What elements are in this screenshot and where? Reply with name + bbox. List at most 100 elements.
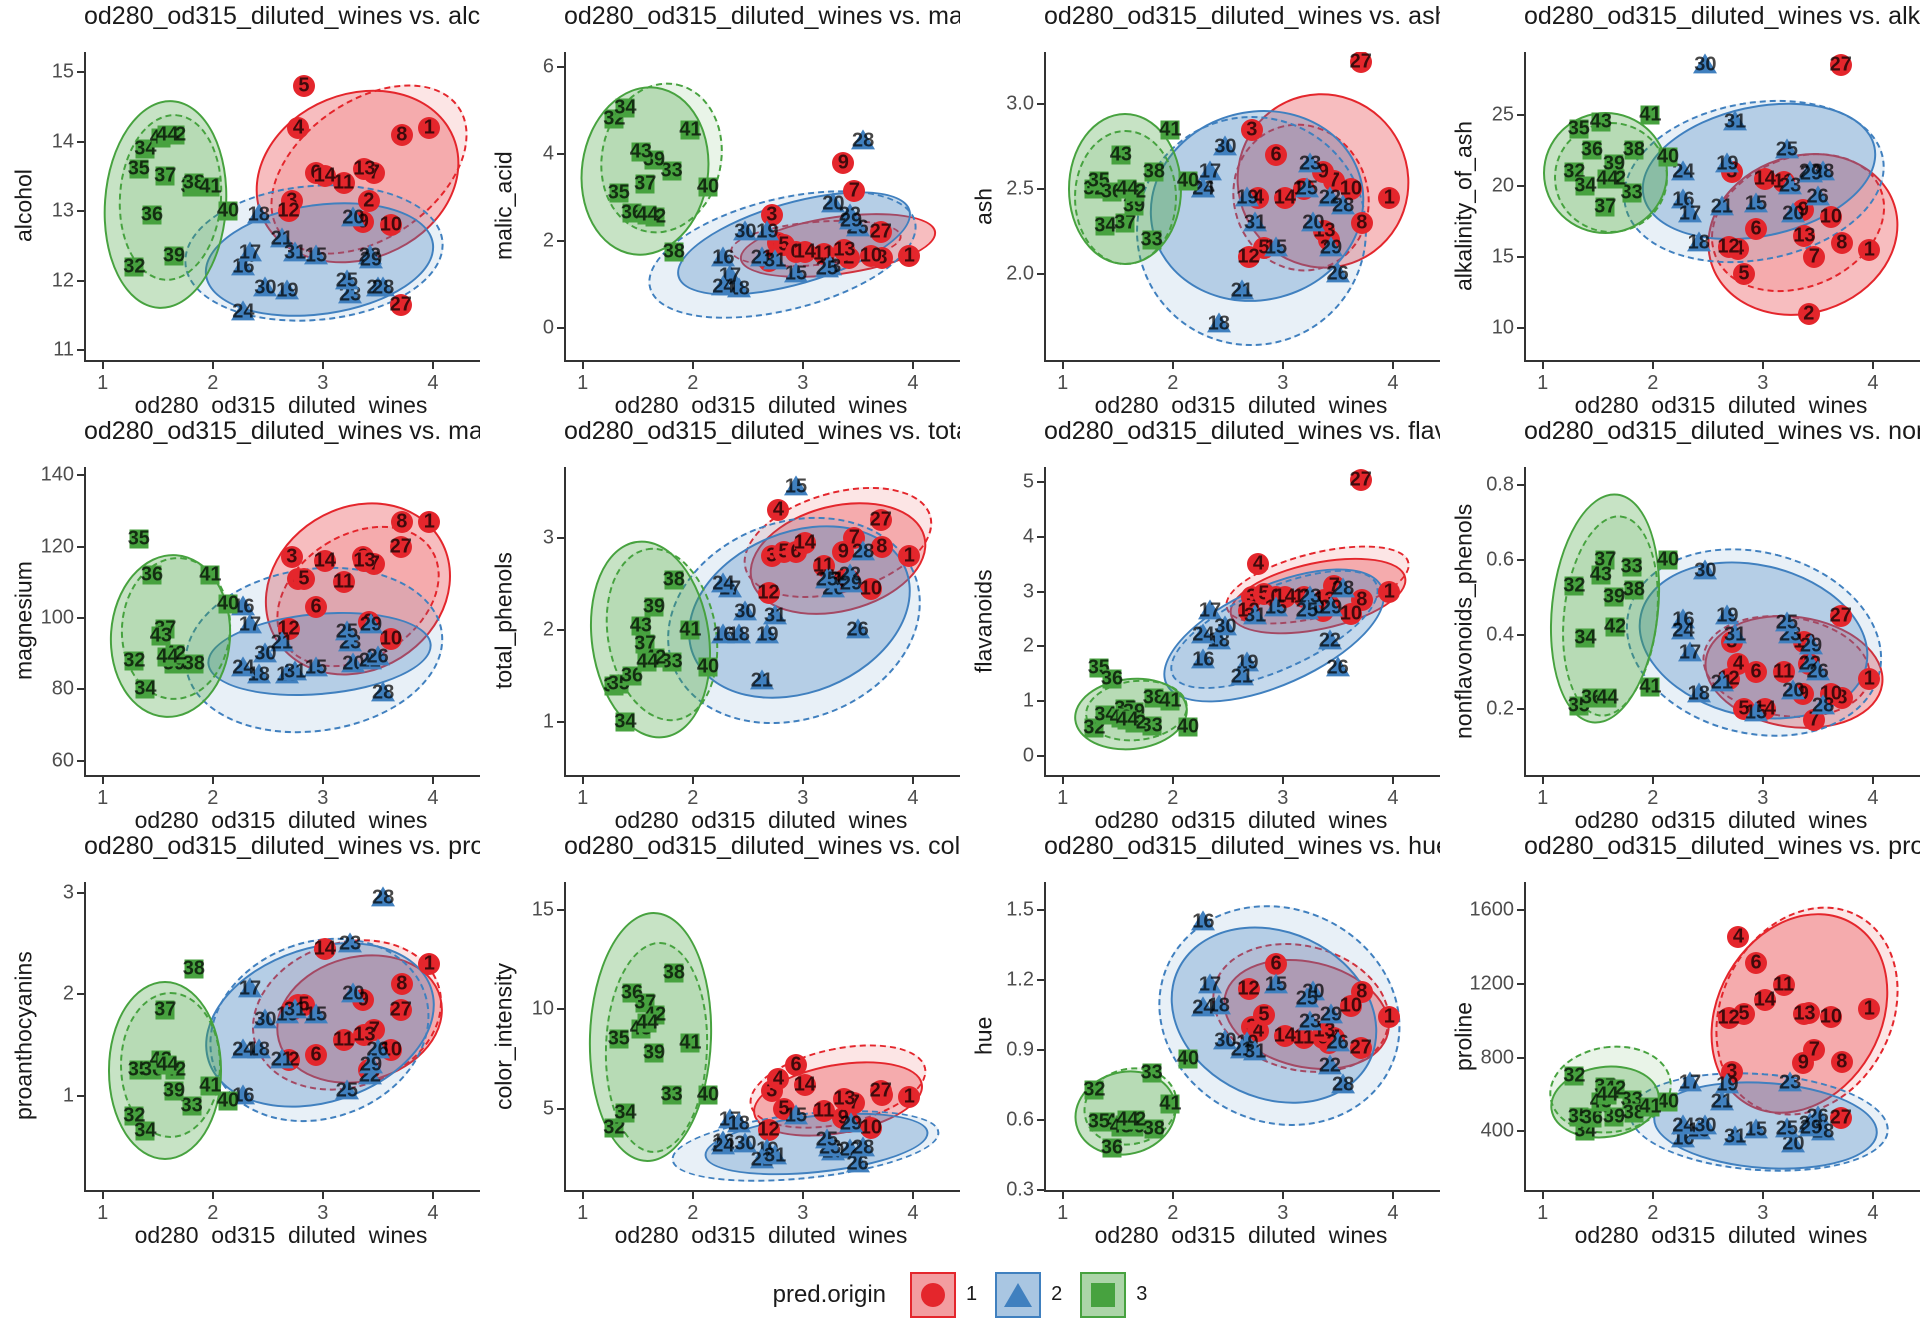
point-label: 14 — [313, 937, 336, 960]
point-label: 33 — [180, 1094, 203, 1117]
square-marker — [1117, 710, 1137, 730]
x-tick-label: 1 — [1057, 1202, 1069, 1224]
square-marker — [1102, 669, 1122, 689]
circle-marker — [1772, 974, 1795, 997]
x-tick-label: 1 — [1057, 787, 1069, 809]
point-label: 44 — [156, 645, 179, 668]
square-marker — [1575, 628, 1595, 648]
point-label: 36 — [1100, 1136, 1124, 1159]
y-tick-label: 15 — [531, 898, 554, 921]
point-label: 15 — [1744, 1118, 1768, 1141]
square-marker — [1095, 216, 1115, 236]
point-label: 27 — [869, 1079, 892, 1102]
circle-marker — [1349, 1036, 1372, 1059]
y-axis-label: proline — [1450, 1001, 1477, 1071]
point-label: 16 — [232, 595, 255, 618]
y-tick-mark — [1037, 1189, 1044, 1191]
point-label: 10 — [379, 213, 402, 236]
y-tick-mark — [557, 908, 564, 911]
square-marker — [184, 173, 204, 193]
triangle-marker — [1235, 185, 1260, 206]
y-tick-mark — [557, 721, 564, 724]
circle-marker — [869, 221, 892, 244]
point-label: 18 — [1687, 682, 1710, 705]
point-label: 29 — [839, 1112, 863, 1135]
point-label: 1 — [1863, 997, 1875, 1020]
triangle-marker — [1677, 641, 1702, 662]
point-label: 41 — [679, 1031, 702, 1054]
point-label: 30 — [734, 220, 757, 243]
point-label: 32 — [1563, 1064, 1586, 1087]
square-marker — [680, 620, 700, 640]
point-label: 21 — [1230, 665, 1254, 688]
triangle-marker — [1319, 236, 1344, 257]
y-tick-label: 15 — [1491, 245, 1514, 268]
point-label: 25 — [335, 1079, 358, 1102]
x-tick-label: 1 — [1537, 787, 1549, 809]
point-label: 5 — [778, 233, 790, 256]
point-label: 30 — [1214, 1029, 1237, 1052]
point-label: 33 — [1140, 228, 1163, 251]
y-tick-mark — [1517, 708, 1524, 711]
triangle-marker — [371, 276, 396, 297]
point-label: 32 — [1563, 574, 1586, 597]
point-label: 25 — [815, 1128, 838, 1151]
triangle-marker — [359, 613, 384, 634]
plot-grid: od280_od315_diluted_wines vs. alcoholalc… — [10, 2, 1920, 1245]
point-label: 27 — [389, 998, 412, 1021]
point-label: 30 — [1214, 615, 1237, 638]
point-label: 33 — [660, 650, 683, 673]
point-label: 26 — [1806, 185, 1829, 208]
triangle-marker — [1191, 623, 1216, 644]
triangle-marker — [1799, 634, 1824, 655]
point-label: 31 — [283, 241, 307, 264]
square-marker — [1591, 112, 1611, 132]
square-marker — [680, 1033, 700, 1053]
point-label: 43 — [629, 140, 652, 163]
point-label: 13 — [833, 238, 856, 261]
triangle-marker — [755, 623, 780, 644]
point-label: 1 — [1863, 667, 1875, 690]
point-label: 20 — [1782, 202, 1805, 225]
y-tick-label: 20 — [1491, 174, 1514, 197]
circle-marker — [1240, 118, 1263, 141]
square-marker — [1095, 705, 1115, 725]
x-tick-mark — [581, 362, 584, 369]
triangle-marker — [1709, 1090, 1734, 1111]
circle-marker — [313, 937, 336, 960]
circle-marker — [1830, 231, 1853, 254]
triangle-marker — [1331, 1073, 1356, 1094]
square-marker — [1624, 580, 1644, 600]
circle-marker — [1745, 660, 1768, 683]
triangle-marker — [784, 262, 809, 283]
panel: 1234567891011121314151617181920212223242… — [1524, 52, 1920, 362]
panel: 1234567891011121314151617181920212223242… — [1044, 882, 1440, 1192]
y-tick-mark — [1517, 1130, 1524, 1133]
point-label: 39 — [162, 244, 186, 267]
triangle-marker — [1331, 194, 1356, 215]
point-label: 25 — [1295, 987, 1318, 1010]
point-label: 17 — [238, 977, 262, 1000]
x-tick-label: 4 — [907, 787, 919, 809]
point-label: 8 — [1356, 211, 1368, 234]
point-label: 41 — [1159, 689, 1182, 712]
circle-marker — [418, 510, 441, 533]
point-label: 6 — [1270, 952, 1282, 975]
point-label: 8 — [876, 246, 888, 269]
subplot-flavanoids: od280_od315_diluted_wines vs. flavanoids… — [960, 415, 1440, 830]
x-tick-mark — [911, 362, 914, 369]
circle-marker — [898, 545, 921, 568]
x-tick-mark — [1061, 362, 1064, 369]
point-label: 44 — [636, 203, 659, 226]
subplot-color_intensity: od280_od315_diluted_wines vs. color_inte… — [480, 830, 960, 1245]
triangle-marker — [1197, 599, 1222, 620]
circle-marker — [1350, 211, 1373, 234]
square-marker — [698, 657, 718, 677]
y-tick-label: 10 — [531, 997, 554, 1020]
triangle-marker — [851, 540, 876, 561]
point-label: 36 — [140, 563, 164, 586]
point-label: 43 — [1589, 563, 1612, 586]
point-label: 40 — [216, 199, 240, 222]
point-label: 10 — [859, 1116, 882, 1139]
